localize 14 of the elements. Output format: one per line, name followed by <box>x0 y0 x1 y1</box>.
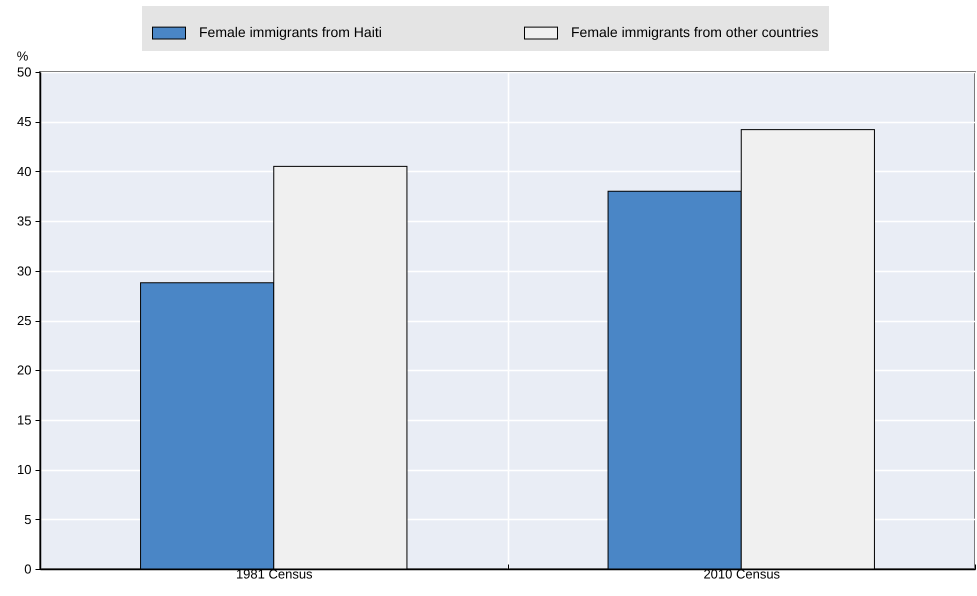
y-tick-label: 25 <box>17 313 32 328</box>
y-tick-label: 40 <box>17 164 32 179</box>
y-tick-label: 30 <box>17 263 32 278</box>
y-tick-label: 0 <box>24 562 32 576</box>
y-tick-label: 50 <box>17 64 32 80</box>
y-axis-title: % <box>16 48 29 64</box>
y-tick-label: 15 <box>17 412 32 428</box>
y-tick-label: 5 <box>24 512 32 527</box>
y-tick-label: 10 <box>17 462 32 478</box>
legend-label: Female immigrants from other countries <box>571 24 818 40</box>
legend-label: Female immigrants from Haiti <box>199 24 382 40</box>
y-tick-label: 45 <box>17 114 32 130</box>
y-tick-label: 20 <box>17 362 32 378</box>
y-tick-label: 35 <box>17 214 32 229</box>
